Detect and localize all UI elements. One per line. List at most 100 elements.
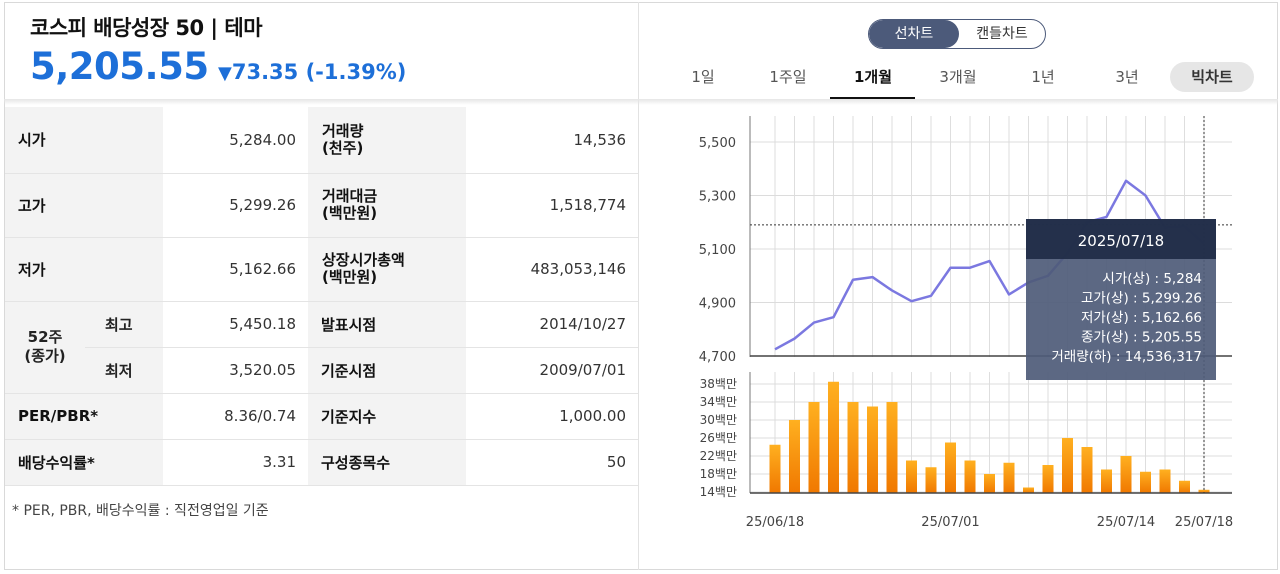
open-value: 5,284.00 — [163, 107, 308, 174]
volume-bar — [1062, 438, 1073, 493]
volume-bar — [984, 474, 995, 493]
y-tick-label: 18백만 — [700, 467, 737, 481]
tooltip-line: 고가(상) : 5,299.26 — [1081, 291, 1202, 307]
tab-1year[interactable]: 1년 — [1031, 68, 1055, 86]
volume-bar — [789, 420, 800, 493]
volume-bar — [1120, 456, 1132, 493]
table-row: 시가 5,284.00 거래량 (천주) 14,536 — [5, 107, 638, 174]
open-label: 시가 — [5, 107, 163, 174]
price-change: ▼73.35 (-1.39%) — [218, 60, 406, 84]
volume-bar — [808, 402, 820, 493]
constituents-label: 구성종목수 — [308, 439, 466, 486]
y-tick-label: 14백만 — [700, 485, 737, 499]
perpbr-value: 8.36/0.74 — [163, 393, 308, 440]
panel-divider — [638, 2, 639, 570]
volume-bar — [945, 442, 956, 493]
y-tick-label: 30백만 — [700, 413, 737, 427]
tooltip-header — [1026, 219, 1216, 259]
x-tick-label: 25/07/01 — [921, 515, 979, 530]
footnote: * PER, PBR, 배당수익률 : 직전영업일 기준 — [12, 503, 269, 519]
price-volume-chart[interactable]: 5,500 5,300 5,100 4,900 4,700 38백만 34백만 30백만 26백… — [640, 104, 1276, 544]
pub-label: 발표시점 — [308, 301, 466, 348]
high-label: 고가 — [5, 173, 163, 238]
stats-table: 시가 5,284.00 거래량 (천주) 14,536 고가 5,299.26 … — [5, 107, 638, 486]
mcap-value: 483,053,146 — [466, 237, 638, 302]
table-row: 고가 5,299.26 거래대금 (백만원) 1,518,774 — [5, 173, 638, 238]
tooltip-line: 거래량(하) : 14,536,317 — [1051, 349, 1202, 365]
selected-tab-underline — [830, 97, 915, 99]
w52-label: 52주 (종가) — [5, 301, 85, 394]
volume-bar — [1101, 469, 1112, 493]
volume-bar — [886, 402, 898, 493]
y-tick-label: 5,100 — [699, 243, 736, 258]
y-tick-label: 26백만 — [700, 431, 737, 445]
tab-1day[interactable]: 1일 — [691, 68, 715, 86]
y-tick-label: 22백만 — [700, 449, 737, 463]
big-chart-button[interactable]: 빅차트 — [1170, 62, 1254, 92]
header-shadow — [4, 99, 1278, 105]
table-row: 52주 (종가) 최고 5,450.18 발표시점 2014/10/27 — [5, 301, 638, 394]
base-index-label: 기준지수 — [308, 393, 466, 440]
price-series-line — [774, 179, 1205, 351]
volume-bar — [828, 381, 839, 493]
volume-bar — [1159, 469, 1171, 493]
low-label: 저가 — [5, 237, 163, 302]
x-tick-label: 25/07/14 — [1097, 515, 1155, 530]
base-date-value: 2009/07/01 — [466, 347, 638, 394]
candle-chart-button[interactable]: 캔들차트 — [976, 26, 1028, 42]
volume-bar — [1042, 465, 1054, 493]
table-row: 배당수익률* 3.31 구성종목수 50 — [5, 439, 638, 486]
base-date-label: 기준시점 — [308, 347, 466, 394]
tooltip-line: 시가(상) : 5,284 — [1102, 271, 1202, 287]
table-row: 저가 5,162.66 상장시가총액 (백만원) 483,053,146 — [5, 237, 638, 302]
volume-bar — [906, 460, 917, 493]
tooltip-date: 2025/07/18 — [1078, 232, 1164, 250]
volume-bar — [1003, 462, 1015, 493]
y-tick-label: 38백만 — [700, 377, 737, 391]
volume-bar — [847, 402, 859, 493]
w52-high-value: 5,450.18 — [163, 301, 308, 348]
dividend-yield-label: 배당수익률* — [5, 439, 163, 486]
volume-label: 거래량 (천주) — [308, 107, 466, 174]
price-change-value: 73.35 (-1.39%) — [231, 60, 407, 84]
volume-bar — [925, 467, 937, 493]
current-price: 5,205.55 — [30, 45, 209, 88]
tab-1month[interactable]: 1개월 — [853, 68, 893, 86]
line-chart-button[interactable]: 선차트 — [869, 20, 959, 48]
tooltip-line: 저가(상) : 5,162.66 — [1081, 310, 1202, 326]
volume-value: 14,536 — [466, 107, 638, 174]
high-value: 5,299.26 — [163, 173, 308, 238]
dividend-yield-value: 3.31 — [163, 439, 308, 486]
volume-bar — [867, 406, 878, 493]
table-row: 최저 3,520.05 기준시점 2009/07/01 — [5, 347, 638, 394]
tooltip-line: 종가(상) : 5,205.55 — [1081, 330, 1202, 346]
table-row: PER/PBR* 8.36/0.74 기준지수 1,000.00 — [5, 393, 638, 440]
chart-type-toggle: 선차트 캔들차트 — [868, 19, 1046, 49]
y-tick-label: 5,300 — [699, 190, 736, 205]
constituents-value: 50 — [466, 439, 638, 486]
y-tick-label: 5,500 — [699, 136, 736, 151]
x-tick-label: 25/06/18 — [746, 515, 804, 530]
volume-bar — [1140, 471, 1151, 493]
pub-value: 2014/10/27 — [466, 301, 638, 348]
mcap-label: 상장시가총액 (백만원) — [308, 237, 466, 302]
volume-bar — [1198, 489, 1210, 493]
tab-1week[interactable]: 1주일 — [769, 68, 807, 86]
down-triangle-icon: ▼ — [218, 63, 232, 84]
widget-frame — [4, 2, 1278, 570]
base-index-value: 1,000.00 — [466, 393, 638, 440]
tab-3year[interactable]: 3년 — [1115, 68, 1139, 86]
w52-low-label: 최저 — [85, 347, 163, 394]
w52-low-value: 3,520.05 — [163, 347, 308, 394]
volume-bar — [1023, 487, 1034, 493]
volume-bar — [1081, 447, 1093, 493]
volume-bar — [964, 460, 976, 493]
volume-bar — [769, 444, 781, 493]
index-title: 코스피 배당성장 50 | 테마 — [30, 16, 263, 40]
amount-value: 1,518,774 — [466, 173, 638, 238]
tab-3month[interactable]: 3개월 — [939, 68, 977, 86]
low-value: 5,162.66 — [163, 237, 308, 302]
y-tick-label: 4,700 — [699, 350, 736, 365]
y-tick-label: 34백만 — [700, 395, 737, 409]
volume-bar — [1179, 480, 1190, 493]
